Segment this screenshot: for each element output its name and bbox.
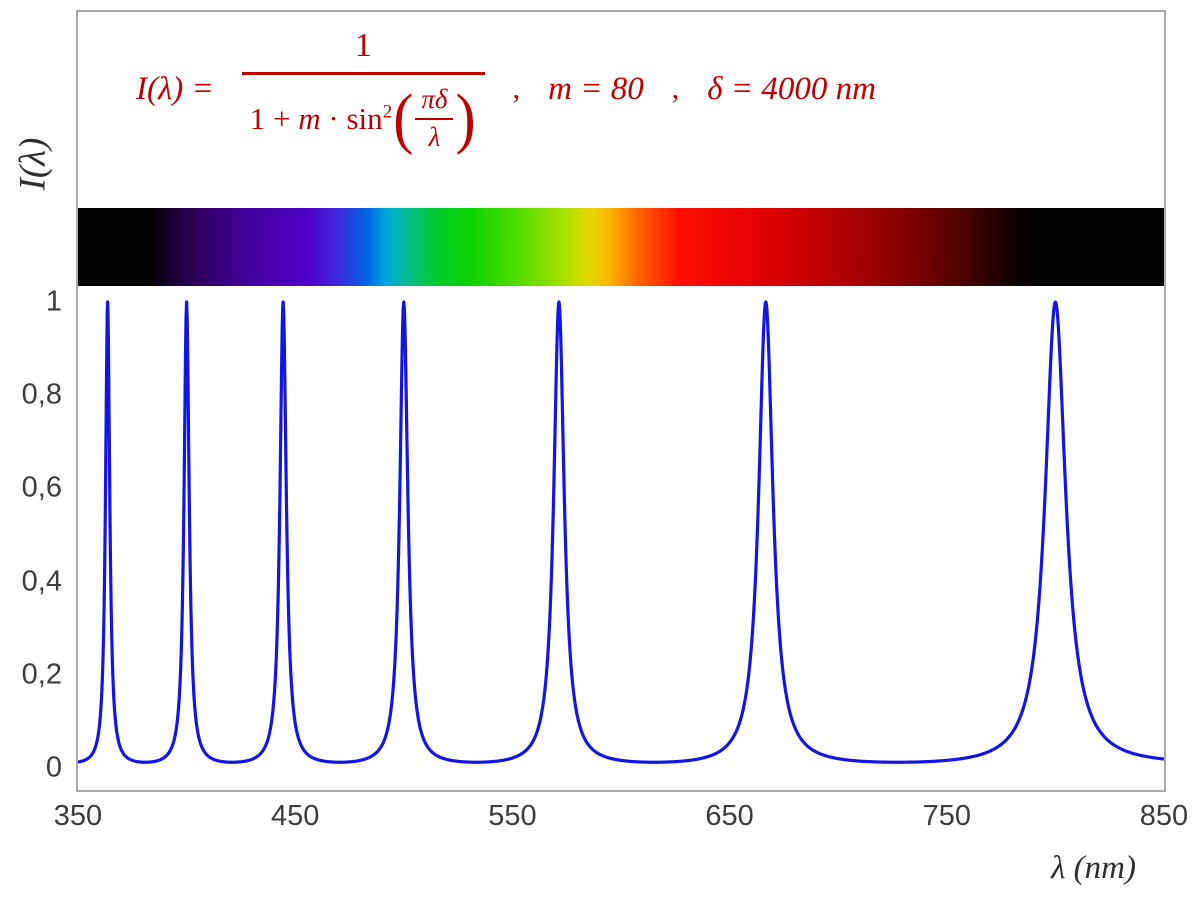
param-delta: δ = 4000 nm bbox=[707, 70, 876, 107]
x-tick-label: 550 bbox=[488, 800, 537, 832]
param-m: m = 80 bbox=[548, 70, 644, 107]
y-tick-label: 0,4 bbox=[21, 565, 62, 598]
paren-close: ) bbox=[455, 80, 476, 156]
curve-path bbox=[78, 300, 1164, 764]
formula: I(λ) = 1 1 + m · sin2 ( πδ λ ) , m = 80 … bbox=[136, 26, 876, 153]
inner-fraction-numerator: πδ bbox=[415, 84, 454, 121]
spectrum-bar bbox=[78, 208, 1164, 286]
intensity-curve bbox=[78, 300, 1164, 764]
x-tick-label: 850 bbox=[1139, 800, 1189, 832]
formula-lhs: I(λ) = bbox=[136, 70, 214, 107]
inner-fraction: πδ λ bbox=[415, 84, 454, 153]
x-tick-label: 450 bbox=[270, 800, 320, 832]
comma-separator: , bbox=[671, 72, 680, 106]
inner-fraction-denominator: λ bbox=[428, 122, 441, 153]
chart-frame: I(λ) = 1 1 + m · sin2 ( πδ λ ) , m = 80 … bbox=[76, 10, 1166, 792]
comma-separator: , bbox=[512, 72, 521, 106]
den-one-plus: 1 + bbox=[249, 100, 299, 136]
denominator-text: 1 + m · sin2 bbox=[250, 101, 392, 137]
den-exponent: 2 bbox=[382, 101, 393, 123]
y-tick-label: 0,6 bbox=[21, 471, 62, 504]
x-tick-label: 750 bbox=[922, 800, 971, 832]
x-axis-ticks: 350 450 550 650 750 850 bbox=[54, 800, 1188, 836]
den-m: m bbox=[298, 100, 321, 136]
fraction-numerator: 1 bbox=[354, 27, 372, 64]
y-tick-label: 0,8 bbox=[21, 378, 62, 411]
y-tick-label: 1 bbox=[45, 285, 62, 318]
formula-fraction: 1 1 + m · sin2 ( πδ λ ) bbox=[241, 26, 485, 156]
x-axis-label: λ (nm) bbox=[1051, 850, 1136, 886]
y-axis-label: I(λ) bbox=[12, 137, 54, 191]
paren-open: ( bbox=[393, 80, 414, 156]
x-tick-label: 650 bbox=[705, 800, 754, 832]
fraction-denominator: 1 + m · sin2 ( πδ λ ) bbox=[241, 72, 485, 156]
x-tick-label: 350 bbox=[53, 800, 103, 832]
y-tick-label: 0,2 bbox=[21, 658, 62, 691]
y-tick-label: 0 bbox=[45, 751, 62, 784]
den-sin: · sin bbox=[320, 100, 383, 136]
y-axis-ticks: 0 0,2 0,4 0,6 0,8 1 bbox=[0, 286, 62, 784]
